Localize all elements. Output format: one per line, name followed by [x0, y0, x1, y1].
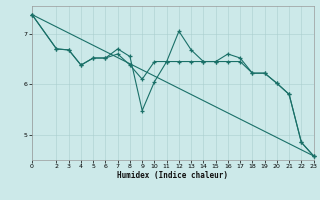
X-axis label: Humidex (Indice chaleur): Humidex (Indice chaleur): [117, 171, 228, 180]
